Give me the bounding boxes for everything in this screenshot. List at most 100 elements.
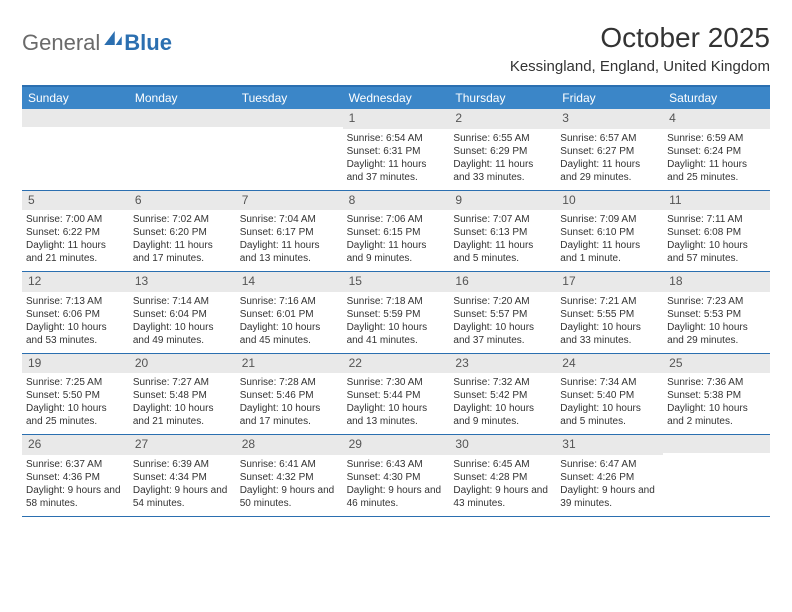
day-number: 15	[343, 272, 450, 292]
sunset-text: Sunset: 5:53 PM	[667, 308, 766, 321]
day-number: 9	[449, 191, 556, 211]
day-number: 30	[449, 435, 556, 455]
week-row: 1Sunrise: 6:54 AMSunset: 6:31 PMDaylight…	[22, 109, 770, 191]
sunset-text: Sunset: 6:17 PM	[240, 226, 339, 239]
sunset-text: Sunset: 6:13 PM	[453, 226, 552, 239]
day-number	[22, 109, 129, 127]
day-cell: 1Sunrise: 6:54 AMSunset: 6:31 PMDaylight…	[343, 109, 450, 190]
sunset-text: Sunset: 6:04 PM	[133, 308, 232, 321]
day-cell: 27 Sunrise: 6:39 AMSunset: 4:34 PMDayligh…	[129, 435, 236, 516]
daylight-text: Daylight: 11 hours and 33 minutes.	[453, 158, 552, 184]
daylight-text: Daylight: 10 hours and 29 minutes.	[667, 321, 766, 347]
daylight-text: Daylight: 11 hours and 13 minutes.	[240, 239, 339, 265]
day-cell: 21Sunrise: 7:28 AMSunset: 5:46 PMDayligh…	[236, 354, 343, 435]
daylight-text: Daylight: 10 hours and 53 minutes.	[26, 321, 125, 347]
day-number: 21	[236, 354, 343, 374]
day-number: 1	[343, 109, 450, 129]
title-block: October 2025 Kessingland, England, Unite…	[510, 22, 770, 75]
day-cell: 23Sunrise: 7:32 AMSunset: 5:42 PMDayligh…	[449, 354, 556, 435]
day-cell: 8Sunrise: 7:06 AMSunset: 6:15 PMDaylight…	[343, 191, 450, 272]
sunset-text: Sunset: 5:42 PM	[453, 389, 552, 402]
daylight-text: Daylight: 9 hours and 54 minutes.	[133, 484, 232, 510]
day-cell: 5 Sunrise: 7:00 AMSunset: 6:22 PMDaylight…	[22, 191, 129, 272]
daylight-text: Daylight: 11 hours and 1 minute.	[560, 239, 659, 265]
day-cell: 12Sunrise: 7:13 AMSunset: 6:06 PMDayligh…	[22, 272, 129, 353]
sunset-text: Sunset: 6:08 PM	[667, 226, 766, 239]
day-cell: 4Sunrise: 6:59 AMSunset: 6:24 PMDaylight…	[663, 109, 770, 190]
week-row: 12Sunrise: 7:13 AMSunset: 6:06 PMDayligh…	[22, 272, 770, 354]
sunset-text: Sunset: 5:44 PM	[347, 389, 446, 402]
sunrise-text: Sunrise: 7:16 AM	[240, 295, 339, 308]
day-number: 2	[449, 109, 556, 129]
day-number: 5	[22, 191, 129, 211]
day-cell: 11 Sunrise: 7:11 AMSunset: 6:08 PMDayligh…	[663, 191, 770, 272]
logo-text-blue: Blue	[124, 30, 172, 56]
sunset-text: Sunset: 5:50 PM	[26, 389, 125, 402]
sunset-text: Sunset: 6:20 PM	[133, 226, 232, 239]
day-number: 6	[129, 191, 236, 211]
daylight-text: Daylight: 10 hours and 41 minutes.	[347, 321, 446, 347]
sunset-text: Sunset: 5:55 PM	[560, 308, 659, 321]
sunset-text: Sunset: 4:26 PM	[560, 471, 659, 484]
daylight-text: Daylight: 9 hours and 39 minutes.	[560, 484, 659, 510]
daylight-text: Daylight: 10 hours and 2 minutes.	[667, 402, 766, 428]
sunrise-text: Sunrise: 7:00 AM	[26, 213, 125, 226]
sunrise-text: Sunrise: 6:37 AM	[26, 458, 125, 471]
sunset-text: Sunset: 6:06 PM	[26, 308, 125, 321]
day-cell: 19Sunrise: 7:25 AMSunset: 5:50 PMDayligh…	[22, 354, 129, 435]
day-cell: 20Sunrise: 7:27 AMSunset: 5:48 PMDayligh…	[129, 354, 236, 435]
daylight-text: Daylight: 10 hours and 13 minutes.	[347, 402, 446, 428]
week-row: 5Sunrise: 7:00 AMSunset: 6:22 PMDaylight…	[22, 191, 770, 273]
daylight-text: Daylight: 10 hours and 25 minutes.	[26, 402, 125, 428]
day-number: 4	[663, 109, 770, 129]
sunrise-text: Sunrise: 7:27 AM	[133, 376, 232, 389]
daylight-text: Daylight: 9 hours and 58 minutes.	[26, 484, 125, 510]
sunset-text: Sunset: 6:29 PM	[453, 145, 552, 158]
day-cell: 25Sunrise: 7:36 AMSunset: 5:38 PMDayligh…	[663, 354, 770, 435]
daylight-text: Daylight: 11 hours and 21 minutes.	[26, 239, 125, 265]
day-number: 31	[556, 435, 663, 455]
day-cell: 31Sunrise: 6:47 AMSunset: 4:26 PMDayligh…	[556, 435, 663, 516]
day-cell: 3Sunrise: 6:57 AMSunset: 6:27 PMDaylight…	[556, 109, 663, 190]
day-cell: 7Sunrise: 7:04 AMSunset: 6:17 PMDaylight…	[236, 191, 343, 272]
logo-text-general: General	[22, 30, 100, 56]
sunset-text: Sunset: 4:34 PM	[133, 471, 232, 484]
sunrise-text: Sunrise: 7:20 AM	[453, 295, 552, 308]
day-number: 7	[236, 191, 343, 211]
day-number: 3	[556, 109, 663, 129]
location-label: Kessingland, England, United Kingdom	[510, 58, 770, 75]
sunset-text: Sunset: 6:15 PM	[347, 226, 446, 239]
sunset-text: Sunset: 4:28 PM	[453, 471, 552, 484]
daylight-text: Daylight: 9 hours and 50 minutes.	[240, 484, 339, 510]
day-cell: 30Sunrise: 6:45 AMSunset: 4:28 PMDayligh…	[449, 435, 556, 516]
week-row: 19Sunrise: 7:25 AMSunset: 5:50 PMDayligh…	[22, 354, 770, 436]
day-number: 25	[663, 354, 770, 374]
day-header: Wednesday	[343, 87, 450, 109]
sunrise-text: Sunrise: 7:23 AM	[667, 295, 766, 308]
sunset-text: Sunset: 5:38 PM	[667, 389, 766, 402]
sunrise-text: Sunrise: 7:09 AM	[560, 213, 659, 226]
sunrise-text: Sunrise: 6:59 AM	[667, 132, 766, 145]
day-number: 26	[22, 435, 129, 455]
day-cell: 2 Sunrise: 6:55 AMSunset: 6:29 PMDaylight…	[449, 109, 556, 190]
sunrise-text: Sunrise: 7:11 AM	[667, 213, 766, 226]
day-number: 28	[236, 435, 343, 455]
sunrise-text: Sunrise: 6:39 AM	[133, 458, 232, 471]
day-cell: 13Sunrise: 7:14 AMSunset: 6:04 PMDayligh…	[129, 272, 236, 353]
sunset-text: Sunset: 6:22 PM	[26, 226, 125, 239]
day-cell: 22Sunrise: 7:30 AMSunset: 5:44 PMDayligh…	[343, 354, 450, 435]
daylight-text: Daylight: 10 hours and 45 minutes.	[240, 321, 339, 347]
day-number: 11	[663, 191, 770, 211]
sunrise-text: Sunrise: 6:41 AM	[240, 458, 339, 471]
daylight-text: Daylight: 10 hours and 21 minutes.	[133, 402, 232, 428]
daylight-text: Daylight: 10 hours and 17 minutes.	[240, 402, 339, 428]
day-number: 27	[129, 435, 236, 455]
sunset-text: Sunset: 6:27 PM	[560, 145, 659, 158]
daylight-text: Daylight: 11 hours and 29 minutes.	[560, 158, 659, 184]
day-cell: 24Sunrise: 7:34 AMSunset: 5:40 PMDayligh…	[556, 354, 663, 435]
sunset-text: Sunset: 5:40 PM	[560, 389, 659, 402]
sunrise-text: Sunrise: 6:55 AM	[453, 132, 552, 145]
sunset-text: Sunset: 6:10 PM	[560, 226, 659, 239]
daylight-text: Daylight: 10 hours and 57 minutes.	[667, 239, 766, 265]
day-number: 22	[343, 354, 450, 374]
